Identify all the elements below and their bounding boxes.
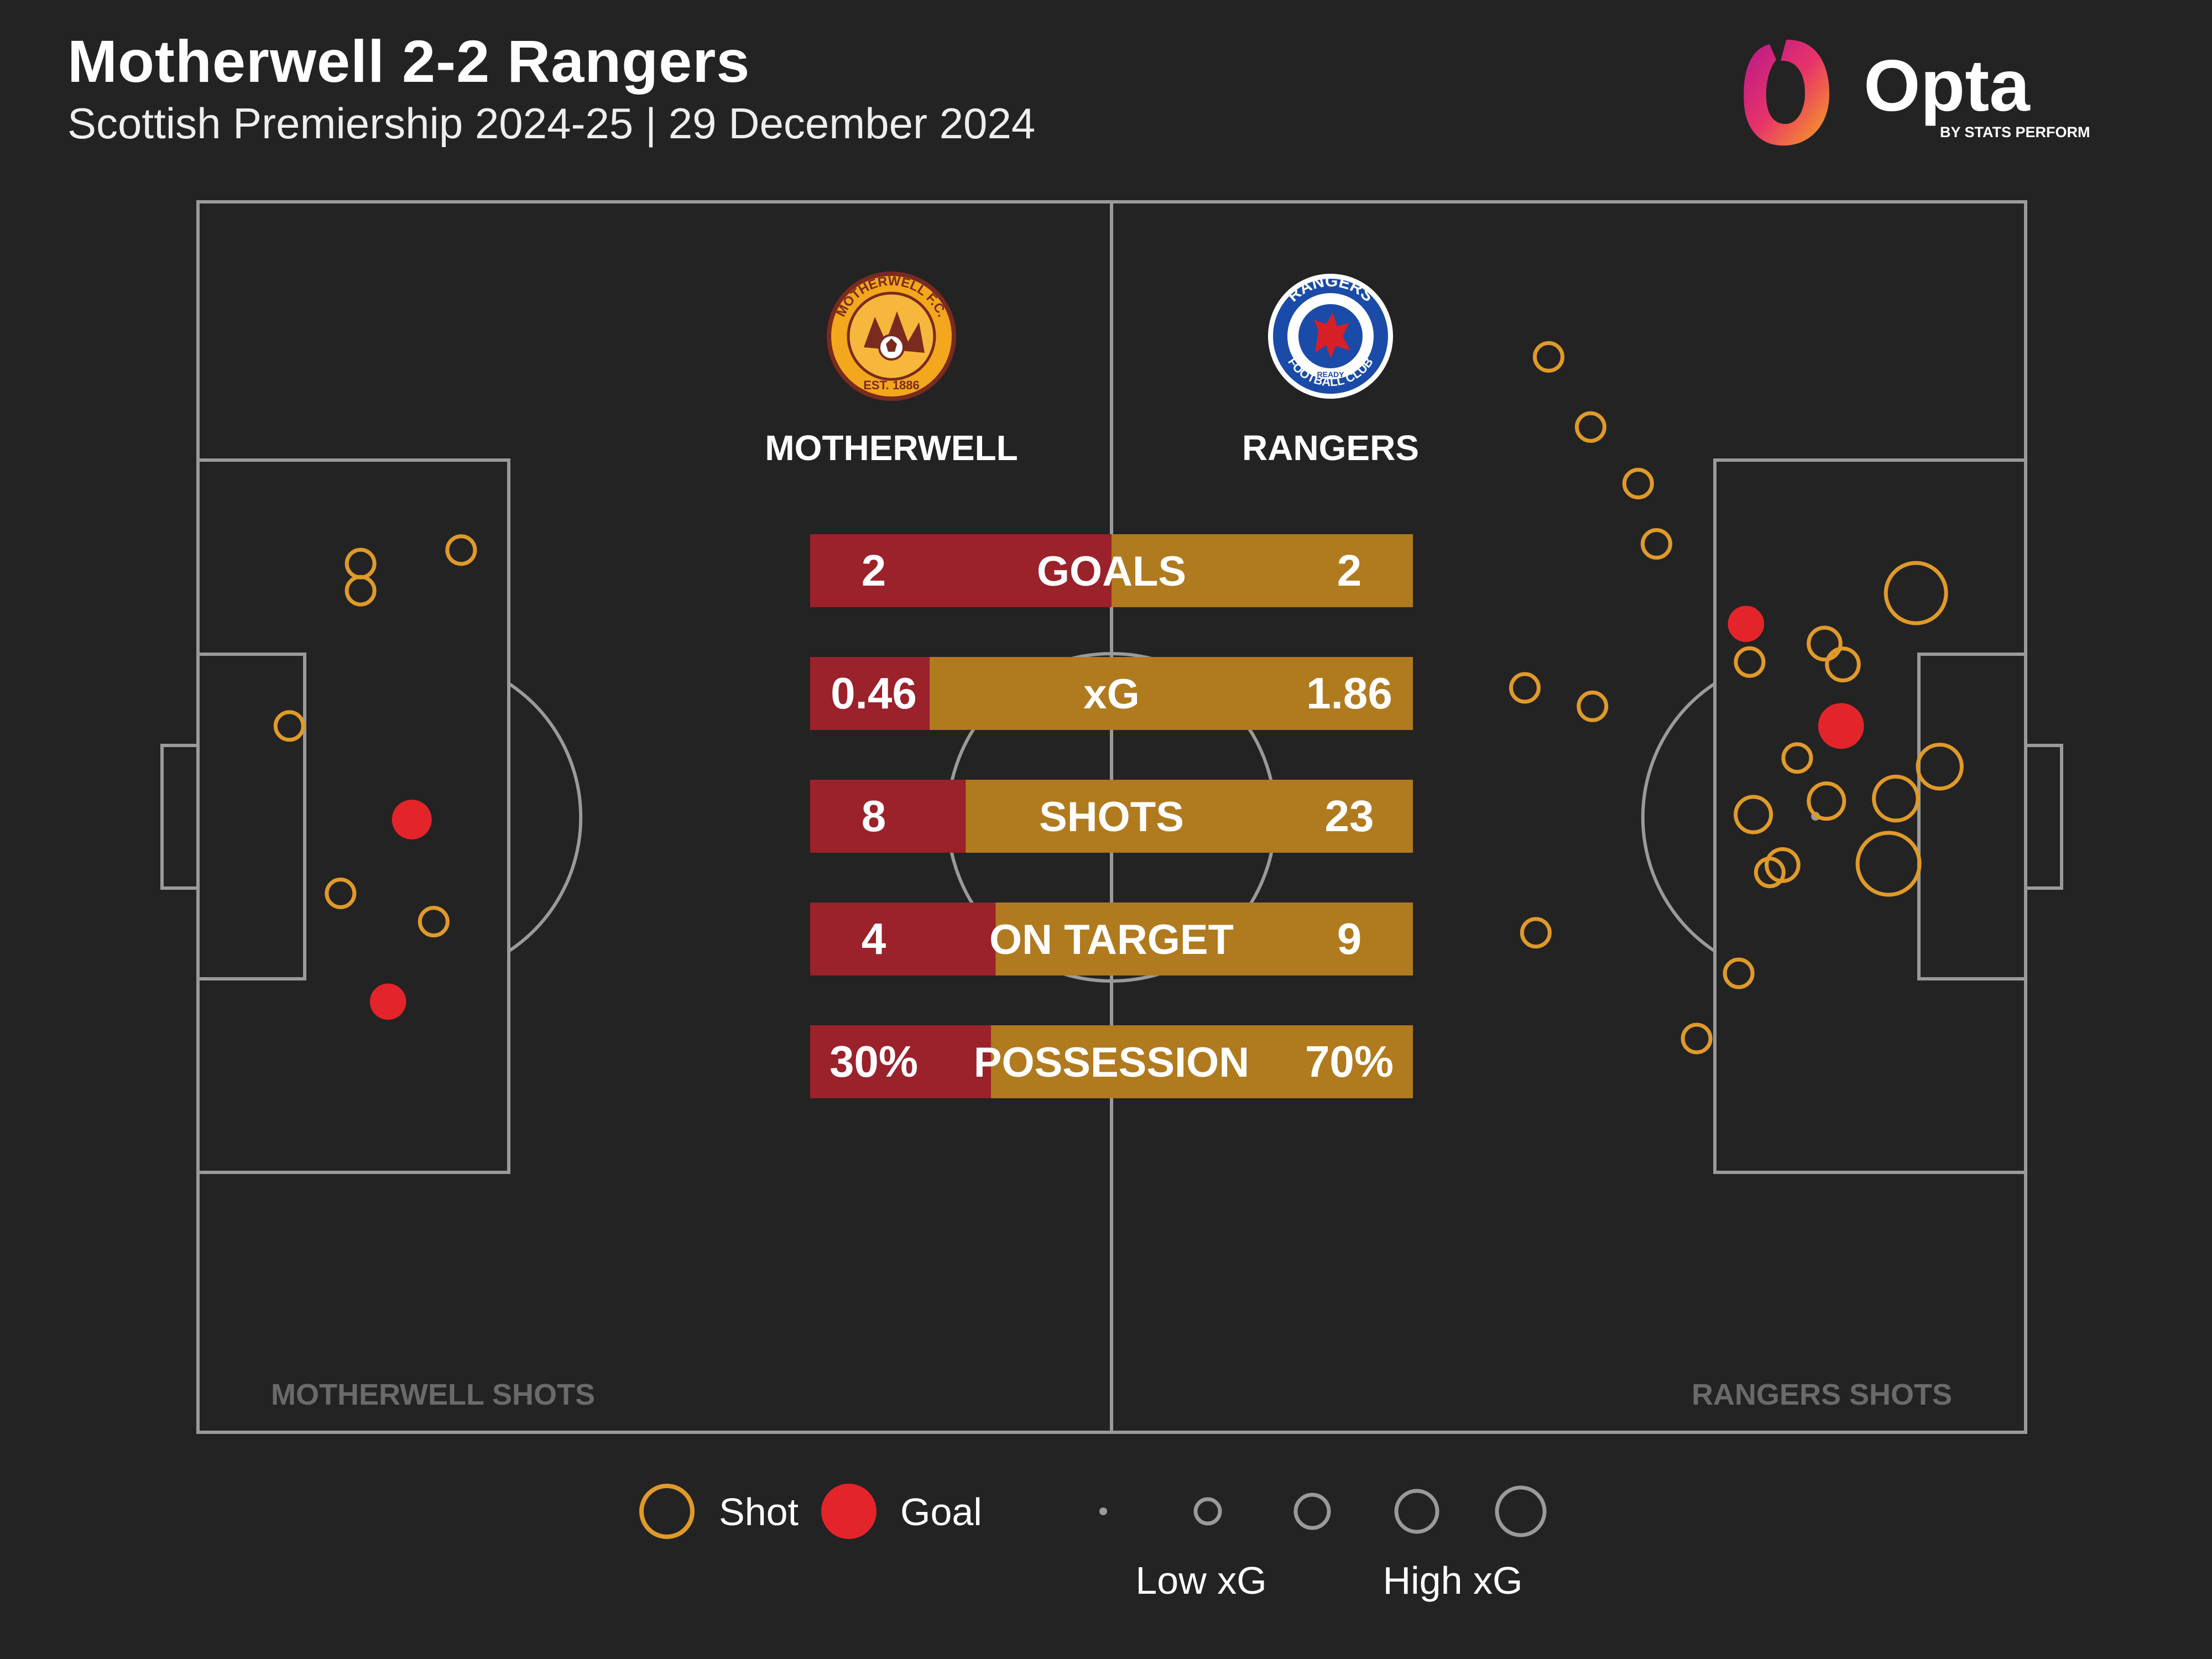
away-team-name: RANGERS bbox=[1242, 428, 1419, 468]
stat-label: ON TARGET bbox=[989, 916, 1234, 963]
stats-panel: 2 GOALS 2 0.46 xG 1.86 8 SHOTS 23 4 ON TARGET 9 30% P… bbox=[810, 534, 1413, 1098]
stat-row: 30% POSSESSION 70% bbox=[810, 1025, 1413, 1098]
shot-marker bbox=[1734, 795, 1773, 834]
chart-subtitle: Scottish Premiership 2024-25 | 29 Decemb… bbox=[67, 99, 1036, 148]
stat-away-value: 23 bbox=[1325, 791, 1374, 841]
stat-home-value: 4 bbox=[862, 914, 886, 963]
shot-marker bbox=[1825, 646, 1861, 682]
stat-away-value: 1.86 bbox=[1306, 669, 1392, 718]
shot-marker bbox=[1734, 646, 1766, 678]
stat-row: 0.46 xG 1.86 bbox=[810, 657, 1413, 730]
away-shots-label: RANGERS SHOTS bbox=[1692, 1378, 1952, 1411]
goal-marker bbox=[392, 800, 432, 839]
stat-home-value: 0.46 bbox=[831, 669, 917, 718]
stat-home-bar bbox=[810, 657, 930, 730]
legend-shot-icon bbox=[639, 1484, 695, 1539]
shot-marker bbox=[1622, 468, 1654, 499]
stat-home-value: 2 bbox=[862, 546, 886, 595]
shot-marker bbox=[1640, 528, 1672, 560]
home-shots-label: MOTHERWELL SHOTS bbox=[271, 1378, 595, 1411]
shots-layer bbox=[273, 341, 1964, 1055]
shot-marker bbox=[325, 878, 357, 909]
legend-shot-label: Shot bbox=[719, 1490, 799, 1533]
shot-marker bbox=[445, 534, 477, 566]
motherwell-crest-icon: MOTHERWELL F.C. EST. 1886 bbox=[827, 272, 956, 401]
stat-home-value: 8 bbox=[862, 791, 886, 841]
shot-marker bbox=[1781, 742, 1813, 774]
stat-home-bar bbox=[810, 1025, 991, 1098]
shot-marker bbox=[1681, 1022, 1713, 1055]
goal-marker bbox=[1728, 606, 1765, 642]
opta-byline: BY STATS PERFORM bbox=[1940, 124, 2090, 140]
rangers-crest-motto: READY bbox=[1317, 370, 1344, 379]
shot-marker bbox=[1855, 831, 1922, 897]
shot-marker bbox=[1509, 672, 1541, 704]
legend-size-2-icon bbox=[1193, 1497, 1222, 1526]
stat-row: 4 ON TARGET 9 bbox=[810, 902, 1413, 975]
legend-size-5-icon bbox=[1495, 1485, 1547, 1537]
stat-row: 2 GOALS 2 bbox=[810, 534, 1413, 607]
legend-goal-icon bbox=[821, 1484, 877, 1539]
shot-marker bbox=[273, 710, 305, 742]
stat-label: POSSESSION bbox=[974, 1039, 1249, 1086]
opta-mark-icon bbox=[1744, 39, 1829, 146]
shot-marker bbox=[1884, 561, 1948, 625]
legend-size-3-icon bbox=[1293, 1493, 1331, 1530]
stat-home-bar bbox=[810, 780, 966, 853]
left-penalty-arc bbox=[508, 682, 583, 953]
stat-label: GOALS bbox=[1037, 548, 1186, 595]
shot-marker bbox=[1872, 774, 1920, 823]
shot-marker bbox=[1916, 743, 1964, 791]
shot-marker bbox=[1520, 917, 1552, 949]
shot-marker bbox=[345, 547, 377, 580]
right-six-yard-box bbox=[1917, 653, 2027, 980]
shot-marker bbox=[1807, 781, 1846, 821]
legend-low-xg-label: Low xG bbox=[1135, 1559, 1266, 1602]
stat-label: SHOTS bbox=[1039, 794, 1184, 841]
shot-marker bbox=[345, 575, 377, 607]
shot-marker bbox=[1574, 411, 1606, 443]
left-penalty-box bbox=[196, 458, 510, 1174]
stat-away-value: 2 bbox=[1337, 546, 1362, 595]
legend: Shot Goal Low xG High xG bbox=[639, 1484, 1547, 1602]
home-team-name: MOTHERWELL bbox=[765, 428, 1018, 468]
opta-logo: Opta BY STATS PERFORM bbox=[1744, 39, 2090, 146]
goal-marker bbox=[369, 983, 406, 1020]
shot-marker bbox=[1532, 341, 1564, 373]
left-goal bbox=[160, 744, 200, 890]
stat-home-bar bbox=[810, 902, 996, 975]
legend-goal-label: Goal bbox=[900, 1490, 982, 1533]
right-penalty-arc bbox=[1641, 682, 1716, 953]
legend-high-xg-label: High xG bbox=[1383, 1559, 1523, 1602]
motherwell-crest-est: EST. 1886 bbox=[863, 378, 920, 392]
rangers-crest-icon: RANGERS FOOTBALL CLUB READY bbox=[1268, 272, 1393, 399]
stat-label: xG bbox=[1083, 671, 1139, 718]
shot-marker bbox=[1807, 625, 1843, 662]
stat-row: 8 SHOTS 23 bbox=[810, 780, 1413, 853]
stat-home-value: 30% bbox=[830, 1037, 918, 1086]
right-penalty-box bbox=[1713, 458, 2027, 1174]
legend-size-4-icon bbox=[1394, 1489, 1439, 1534]
legend-size-1-icon bbox=[1099, 1507, 1107, 1515]
stat-away-value: 9 bbox=[1337, 914, 1362, 963]
goal-marker bbox=[1818, 703, 1864, 749]
home-shots bbox=[273, 534, 477, 1020]
opta-wordmark: Opta bbox=[1864, 45, 2031, 126]
stat-away-value: 70% bbox=[1305, 1037, 1394, 1086]
right-goal bbox=[2024, 744, 2063, 890]
stat-home-bar bbox=[810, 534, 1112, 607]
shot-marker bbox=[1754, 857, 1786, 889]
left-six-yard-box bbox=[196, 653, 306, 980]
away-shots bbox=[1509, 341, 1964, 1055]
chart-title: Motherwell 2-2 Rangers bbox=[67, 28, 750, 95]
shot-marker bbox=[418, 906, 450, 938]
shot-marker bbox=[1723, 957, 1755, 989]
shot-marker bbox=[1577, 690, 1609, 722]
